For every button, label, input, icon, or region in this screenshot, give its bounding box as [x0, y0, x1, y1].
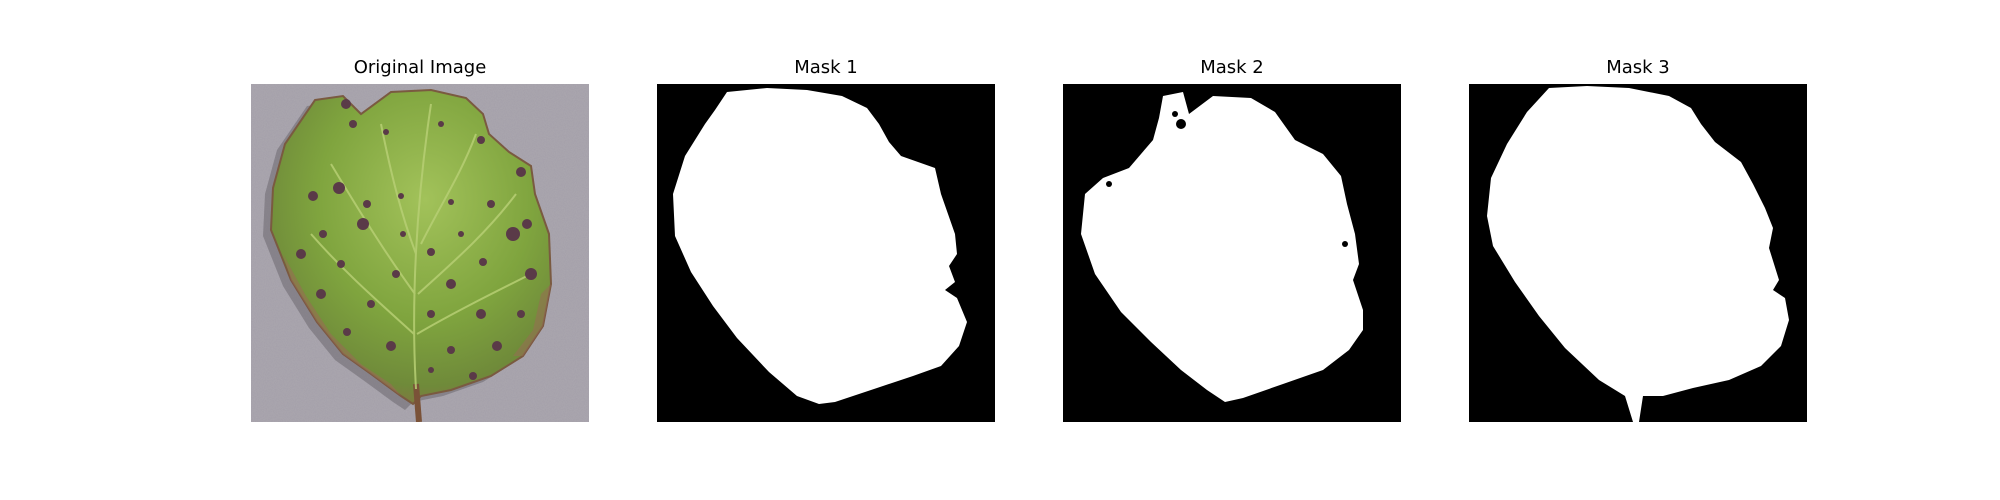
panel-title: Mask 2: [1200, 57, 1264, 78]
mask-2-image: [1063, 84, 1401, 422]
mask-1-region: [673, 88, 967, 404]
panel-title: Original Image: [353, 57, 487, 78]
panel-title: Mask 3: [1606, 57, 1670, 78]
mask-3-region: [1487, 86, 1789, 422]
leaf-veins: [310, 103, 532, 390]
mask-3-image: [1469, 84, 1807, 422]
mask-1-image: [657, 84, 995, 422]
original-leaf-image: [251, 84, 589, 422]
leaf-lesions: [296, 99, 537, 380]
mask-2-holes: [1106, 111, 1348, 247]
panel-title: Mask 1: [794, 57, 858, 78]
mask-2-region: [1081, 92, 1363, 402]
